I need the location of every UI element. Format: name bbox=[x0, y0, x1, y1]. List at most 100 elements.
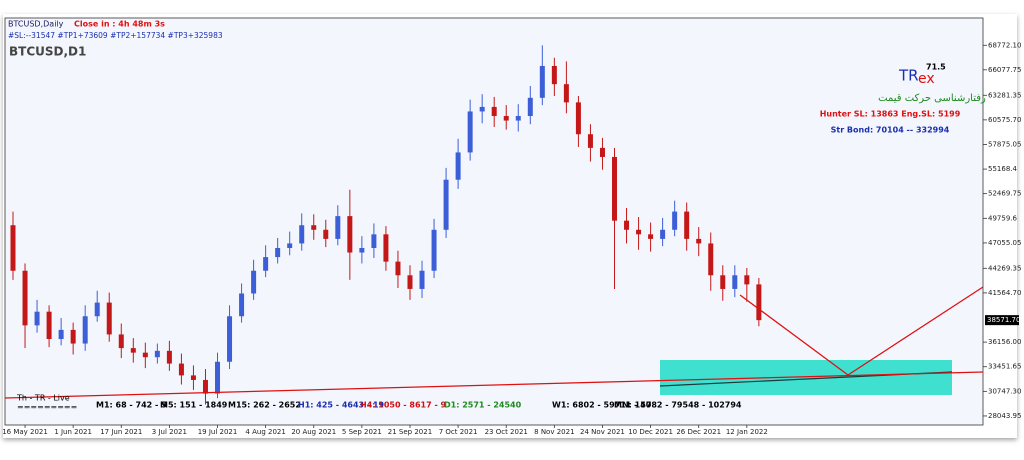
candle-body bbox=[708, 243, 714, 276]
level-text: M15: 262 - 2652 bbox=[228, 401, 301, 410]
price-box bbox=[985, 315, 1019, 326]
candle-body bbox=[419, 270, 425, 289]
x-tick-label: 20 Aug 2021 bbox=[291, 428, 336, 436]
countdown: Close in : 4h 48m 3s bbox=[74, 20, 165, 29]
candle-body bbox=[551, 65, 557, 85]
candle-body bbox=[347, 216, 353, 253]
x-tick-label: 23 Oct 2021 bbox=[485, 428, 528, 436]
x-tick-label: 16 May 2021 bbox=[2, 428, 48, 436]
y-tick-label: 66077.75 bbox=[988, 66, 1021, 74]
symbol: BTCUSD,Daily bbox=[8, 20, 64, 29]
candle-body bbox=[455, 152, 461, 180]
candle-body bbox=[227, 316, 233, 362]
candle-body bbox=[142, 352, 148, 358]
tagline: رفتارشناسی حرکت قیمت bbox=[878, 93, 986, 104]
candle-body bbox=[94, 302, 100, 317]
candle-body bbox=[323, 229, 329, 239]
candle-body bbox=[587, 134, 593, 148]
candle-body bbox=[263, 257, 269, 271]
x-tick-label: 19 Jul 2021 bbox=[198, 428, 238, 436]
candle-body bbox=[106, 302, 112, 335]
y-tick-label: 52469.75 bbox=[988, 190, 1021, 198]
divider: ========= bbox=[17, 403, 77, 412]
candle-body bbox=[190, 375, 196, 380]
candle-body bbox=[70, 329, 76, 344]
x-tick-label: 7 Oct 2021 bbox=[439, 428, 478, 436]
candle-body bbox=[636, 229, 642, 235]
candle-body bbox=[443, 179, 449, 230]
candle-body bbox=[431, 229, 437, 271]
candle-body bbox=[34, 311, 40, 326]
candle-body bbox=[563, 84, 569, 103]
level-text: M5: 151 - 1849 bbox=[160, 401, 228, 410]
x-tick-label: 3 Jul 2021 bbox=[152, 428, 187, 436]
candle-body bbox=[154, 350, 160, 358]
candle-body bbox=[275, 247, 281, 258]
candle-body bbox=[311, 225, 317, 230]
candle-body bbox=[22, 270, 28, 326]
hunter: Hunter SL: 13863 Eng.SL: 5199 bbox=[820, 110, 961, 119]
y-tick-label: 47055.05 bbox=[988, 239, 1021, 247]
y-tick-label: 68772.10 bbox=[988, 41, 1021, 49]
candle-body bbox=[648, 234, 654, 239]
candle-body bbox=[215, 361, 221, 394]
y-tick-label: 55168.4 bbox=[988, 165, 1017, 173]
candle-body bbox=[624, 220, 630, 230]
candle-body bbox=[503, 116, 509, 121]
version: 71.5 bbox=[926, 63, 946, 72]
candle-body bbox=[684, 211, 690, 239]
candle-body bbox=[383, 234, 389, 262]
level-text: M1: 68 - 742 - 5 bbox=[96, 401, 167, 410]
y-tick-label: 60575.70 bbox=[988, 116, 1021, 124]
candle-body bbox=[299, 225, 305, 244]
x-tick-label: 12 Jan 2022 bbox=[726, 428, 768, 436]
price-label: 38571.70 bbox=[987, 316, 1020, 324]
level-text: H4: 1050 - 8617 - 9 bbox=[360, 401, 447, 410]
candle-body bbox=[732, 275, 738, 289]
candle-body bbox=[756, 284, 762, 321]
candle-body bbox=[287, 243, 293, 248]
x-tick-label: 17 Jun 2021 bbox=[100, 428, 142, 436]
x-tick-label: 1 Jun 2021 bbox=[54, 428, 92, 436]
y-tick-label: 33451.65 bbox=[988, 363, 1021, 371]
x-tick-label: 5 Sep 2021 bbox=[342, 428, 382, 436]
candle-body bbox=[10, 225, 16, 271]
candle-body bbox=[599, 147, 605, 157]
candle-body bbox=[527, 97, 533, 117]
candle-body bbox=[515, 116, 521, 121]
y-tick-label: 44269.35 bbox=[988, 264, 1021, 272]
x-tick-label: 4 Aug 2021 bbox=[245, 428, 285, 436]
y-tick-label: 57875.05 bbox=[988, 140, 1021, 148]
candle-body bbox=[491, 106, 497, 117]
candle-body bbox=[239, 293, 245, 317]
y-tick-label: 63281.35 bbox=[988, 91, 1021, 99]
x-tick-label: 21 Sep 2021 bbox=[388, 428, 432, 436]
candle-body bbox=[672, 211, 678, 230]
chart-label: BTCUSD,D1 bbox=[9, 45, 86, 59]
trend-line bbox=[4, 371, 984, 399]
level-text: D1: 2571 - 24540 bbox=[444, 401, 522, 410]
candle-body bbox=[118, 334, 124, 349]
candle-body bbox=[744, 275, 750, 285]
candle-body bbox=[58, 329, 64, 339]
y-tick-label: 36156.00 bbox=[988, 338, 1021, 346]
zone-box bbox=[660, 360, 952, 395]
candle-body bbox=[178, 363, 184, 376]
candle-body bbox=[612, 156, 617, 221]
candle-body bbox=[46, 311, 52, 339]
levels: M1: 68 - 742 - 5M5: 151 - 1849 M15: 262 -… bbox=[96, 401, 742, 410]
candle-body bbox=[696, 238, 702, 244]
level-text: MN: 14082 - 79548 - 102794 bbox=[614, 401, 742, 410]
candle-body bbox=[359, 247, 365, 253]
y-tick-label: 49759.6 bbox=[988, 214, 1017, 222]
candle-body bbox=[130, 348, 136, 353]
candle-body bbox=[371, 234, 377, 248]
candle-body bbox=[720, 275, 726, 289]
candle-body bbox=[251, 270, 257, 294]
bond: Str Bond: 70104 -- 332994 bbox=[831, 126, 950, 135]
y-tick-label: 28043.95 bbox=[988, 412, 1021, 420]
level-text: W1: 6802 - 59711 - 57 bbox=[552, 401, 651, 410]
candle-body bbox=[407, 275, 413, 289]
